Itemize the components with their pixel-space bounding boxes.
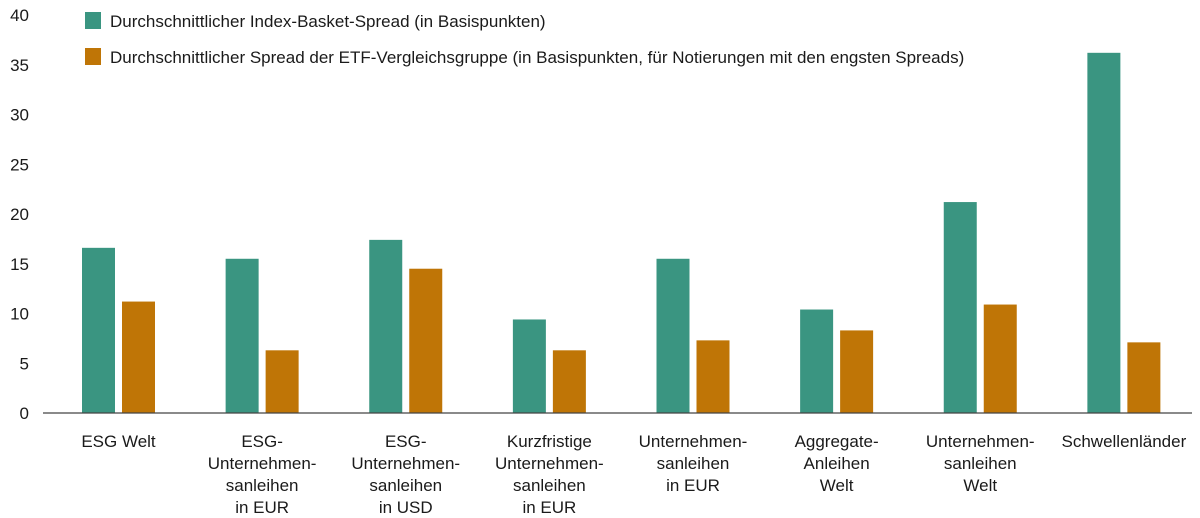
category-label-line: Unternehmen- <box>639 432 748 451</box>
bar-series-1-category-8 <box>1087 52 1121 414</box>
y-tick-label: 25 <box>10 155 29 174</box>
legend-label: Durchschnittlicher Index-Basket-Spread (… <box>110 12 546 31</box>
category-label-line: Unternehmen- <box>208 454 317 473</box>
y-tick-label: 0 <box>20 404 29 423</box>
category-label-line: sanleihen <box>657 454 730 473</box>
bars <box>82 52 1161 414</box>
category-label: Unternehmen-sanleihen Welt <box>926 432 1035 495</box>
bar-series-2-category-3 <box>409 268 443 413</box>
y-tick-label: 10 <box>10 305 29 324</box>
category-label-line: Welt <box>963 476 997 495</box>
category-label-line: in EUR <box>522 498 576 517</box>
category-label-line: ESG Welt <box>81 432 156 451</box>
category-label-line: in EUR <box>235 498 289 517</box>
bar-series-1-category-3 <box>369 239 403 413</box>
bar-series-2-category-7 <box>983 304 1017 413</box>
category-label-line: ESG- <box>385 432 427 451</box>
category-label-line: Kurzfristige <box>507 432 592 451</box>
y-tick-label: 5 <box>20 354 29 373</box>
category-label-line: in EUR <box>666 476 720 495</box>
y-tick-label: 30 <box>10 106 29 125</box>
legend-swatch <box>85 48 101 65</box>
bar-series-2-category-2 <box>265 350 299 413</box>
x-axis: ESG Welt ESG-Unternehmen-sanleihen in EURE… <box>43 412 1192 517</box>
bar-series-1-category-4 <box>512 319 546 413</box>
bar-series-1-category-5 <box>656 258 690 413</box>
y-tick-label: 35 <box>10 56 29 75</box>
category-label-line: Unternehmen- <box>495 454 604 473</box>
bar-series-1-category-7 <box>943 202 977 413</box>
category-label-line: Unternehmen- <box>351 454 460 473</box>
category-label-line: Schwellenländer <box>1062 432 1187 451</box>
y-tick-label: 20 <box>10 205 29 224</box>
y-axis: 0 5 10 15 20 25 30 35 40 <box>10 6 29 423</box>
category-label-line: Unternehmen- <box>926 432 1035 451</box>
bar-series-1-category-6 <box>800 309 834 413</box>
category-label-line: sanleihen <box>944 454 1017 473</box>
category-label-line: Welt <box>820 476 854 495</box>
y-tick-label: 40 <box>10 6 29 25</box>
legend-swatch <box>85 12 101 29</box>
bar-series-2-category-6 <box>840 330 874 413</box>
legend-label: Durchschnittlicher Spread der ETF-Vergle… <box>110 48 964 67</box>
category-label: Unternehmen-sanleihen in EUR <box>639 432 748 495</box>
category-label-line: Aggregate- <box>795 432 879 451</box>
category-label-line: sanleihen <box>226 476 299 495</box>
category-label: ESG Welt <box>81 432 156 451</box>
category-label-line: Anleihen <box>804 454 870 473</box>
category-label: Aggregate- Anleihen Welt <box>795 432 879 495</box>
category-label-line: sanleihen <box>369 476 442 495</box>
category-label-line: ESG- <box>241 432 283 451</box>
category-label-line: in USD <box>379 498 433 517</box>
category-label: Kurzfristige Unternehmen-sanleihen in EUR <box>495 432 604 517</box>
bar-series-2-category-5 <box>696 340 730 413</box>
bar-series-2-category-4 <box>552 350 586 413</box>
bar-series-2-category-1 <box>122 301 155 413</box>
bar-series-1-category-1 <box>82 247 115 413</box>
bar-series-1-category-2 <box>225 258 259 413</box>
y-tick-label: 15 <box>10 255 29 274</box>
category-label: Schwellenländer <box>1062 432 1187 451</box>
category-label-line: sanleihen <box>513 476 586 495</box>
category-label: ESG- Unternehmen-sanleihen in USD <box>351 432 460 517</box>
bar-series-2-category-8 <box>1127 342 1161 413</box>
category-label: ESG- Unternehmen-sanleihen in EUR <box>208 432 317 517</box>
legend: Durchschnittlicher Index-Basket-Spread (… <box>85 12 964 67</box>
